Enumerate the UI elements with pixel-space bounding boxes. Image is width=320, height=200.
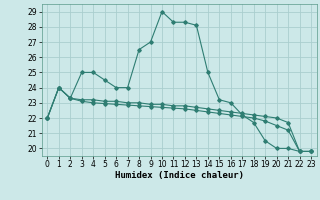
X-axis label: Humidex (Indice chaleur): Humidex (Indice chaleur) — [115, 171, 244, 180]
